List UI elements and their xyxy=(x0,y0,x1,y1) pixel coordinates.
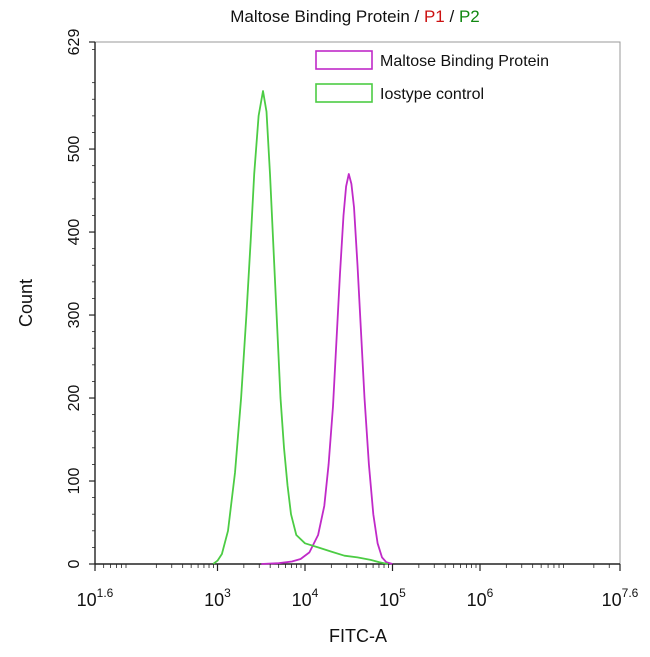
chart-title-part: / xyxy=(410,7,424,26)
x-tick-base: 10 xyxy=(602,590,622,610)
y-axis-label: Count xyxy=(16,279,36,327)
x-tick-exponent: 4 xyxy=(312,586,319,600)
x-tick-base: 10 xyxy=(77,590,97,610)
histogram-line xyxy=(212,90,389,565)
y-tick-label: 200 xyxy=(66,385,83,412)
x-tick-exponent: 6 xyxy=(487,586,494,600)
series-layer xyxy=(212,90,393,565)
legend-label: Iostype control xyxy=(380,86,484,103)
chart-title-part: / xyxy=(445,7,459,26)
x-tick-base: 10 xyxy=(379,590,399,610)
plot-frame xyxy=(94,41,621,565)
y-tick-label: 100 xyxy=(66,468,83,495)
x-axis-label: FITC-A xyxy=(329,626,387,646)
x-tick-base: 10 xyxy=(292,590,312,610)
y-tick-label: 0 xyxy=(66,559,83,568)
x-tick-label: 107.6 xyxy=(602,586,639,610)
chart-title: Maltose Binding Protein / P1 / P2 xyxy=(230,7,479,26)
legend-swatch xyxy=(315,83,373,103)
x-ticks: 101.6 103 104 105 106 107.6 xyxy=(77,564,639,610)
y-ticks: 0 100 200 300 400 500 629 xyxy=(66,29,95,568)
x-tick-label: 103 xyxy=(204,586,231,610)
x-tick-label: 104 xyxy=(292,586,319,610)
x-tick-base: 10 xyxy=(204,590,224,610)
y-tick-label: 300 xyxy=(66,302,83,329)
chart-title-part: P1 xyxy=(424,7,445,26)
x-tick-exponent: 1.6 xyxy=(97,586,114,600)
x-tick-base: 10 xyxy=(467,590,487,610)
y-tick-label: 500 xyxy=(66,136,83,163)
x-tick-exponent: 5 xyxy=(399,586,406,600)
x-tick-label: 106 xyxy=(467,586,494,610)
chart-title-part: Maltose Binding Protein xyxy=(230,7,410,26)
legend: Maltose Binding Protein Iostype control xyxy=(315,50,549,103)
x-tick-exponent: 3 xyxy=(224,586,231,600)
chart-title-part: P2 xyxy=(459,7,480,26)
legend-label: Maltose Binding Protein xyxy=(380,53,549,70)
x-tick-label: 101.6 xyxy=(77,586,114,610)
y-tick-label: 629 xyxy=(66,29,83,56)
legend-swatch xyxy=(315,50,373,70)
y-tick-label: 400 xyxy=(66,219,83,246)
x-tick-exponent: 7.6 xyxy=(622,586,639,600)
histogram-line xyxy=(261,173,393,565)
x-tick-label: 105 xyxy=(379,586,406,610)
